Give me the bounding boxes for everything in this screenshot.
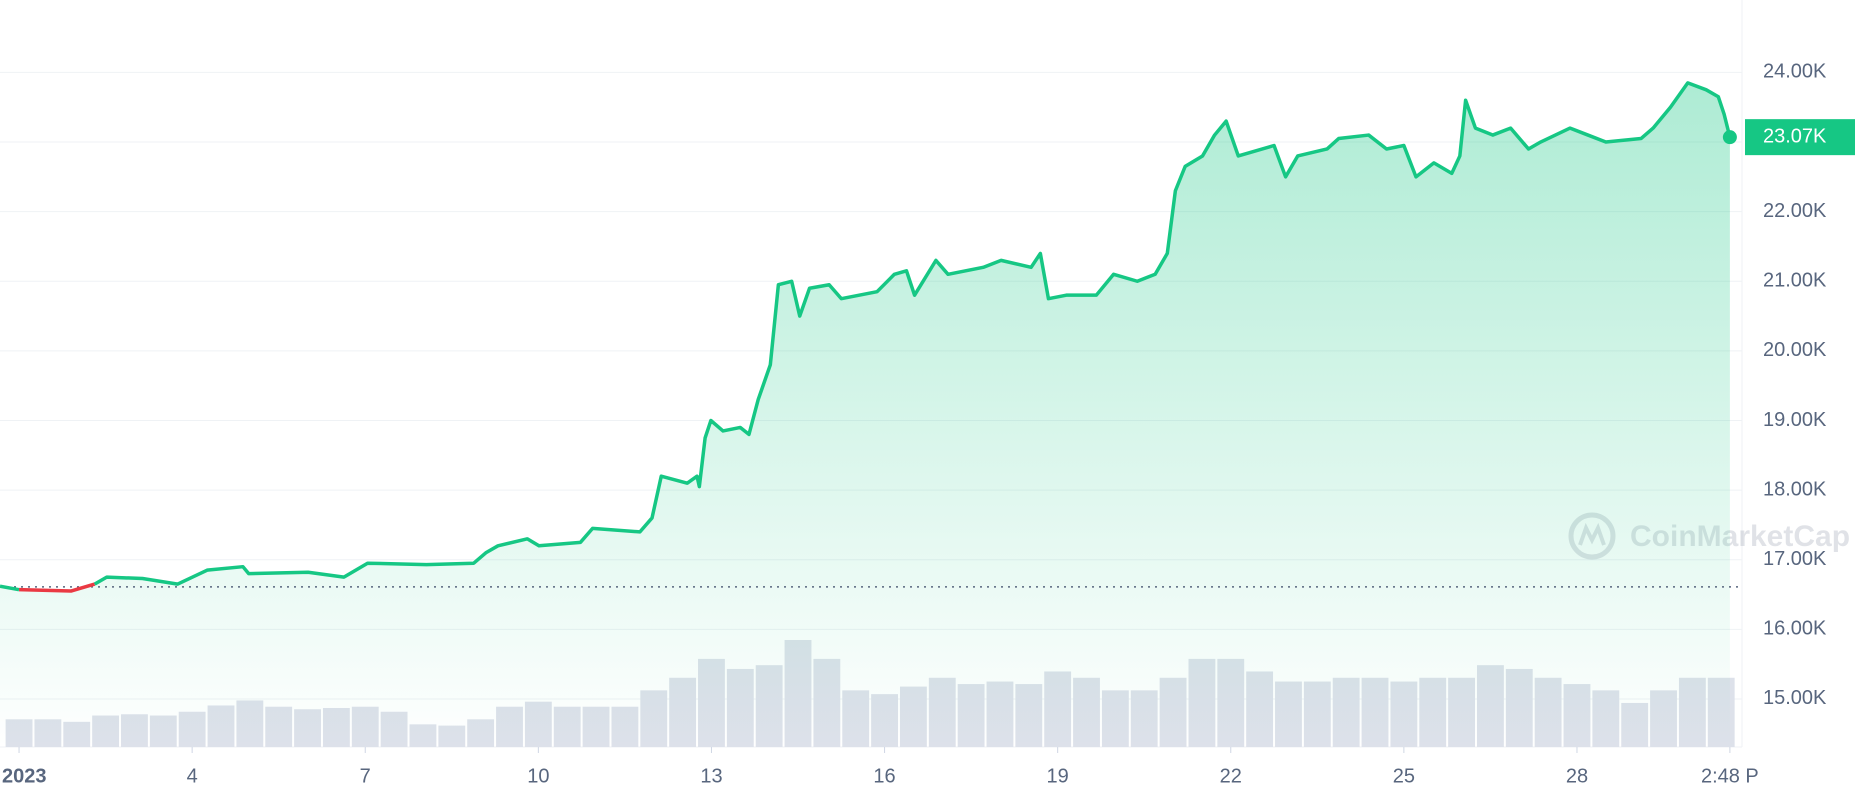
x-tick-label: 2:48 P: [1701, 765, 1759, 787]
x-tick-label: 19: [1047, 765, 1069, 787]
price-label-box: [1745, 119, 1855, 156]
x-tick-label: 2023: [2, 765, 47, 787]
x-tick-label: 7: [360, 765, 371, 787]
y-tick-label: 20.00K: [1763, 339, 1827, 361]
price-line: [93, 81, 1732, 586]
x-tick-label: 16: [873, 765, 895, 787]
y-tick-label: 19.00K: [1763, 409, 1827, 431]
y-tick-label: 15.00K: [1763, 687, 1827, 709]
x-tick-label: 22: [1220, 765, 1242, 787]
y-tick-label: 17.00K: [1763, 548, 1827, 570]
x-tick-label: 25: [1393, 765, 1415, 787]
last-price-dot: [1722, 130, 1737, 145]
x-tick-label: 4: [187, 765, 198, 787]
price-line: [0, 584, 20, 592]
y-tick-label: 16.00K: [1763, 618, 1827, 640]
price-label: 23.07K: [1763, 125, 1827, 147]
price-area: [0, 82, 1730, 748]
x-tick-label: 28: [1566, 765, 1588, 787]
y-tick-label: 18.00K: [1763, 478, 1827, 500]
y-tick-label: 21.00K: [1763, 270, 1827, 292]
y-tick-label: 24.00K: [1763, 61, 1827, 83]
x-tick-label: 13: [700, 765, 722, 787]
x-tick-label: 10: [527, 765, 549, 787]
y-tick-label: 22.00K: [1763, 200, 1827, 222]
price-line: [18, 582, 96, 593]
